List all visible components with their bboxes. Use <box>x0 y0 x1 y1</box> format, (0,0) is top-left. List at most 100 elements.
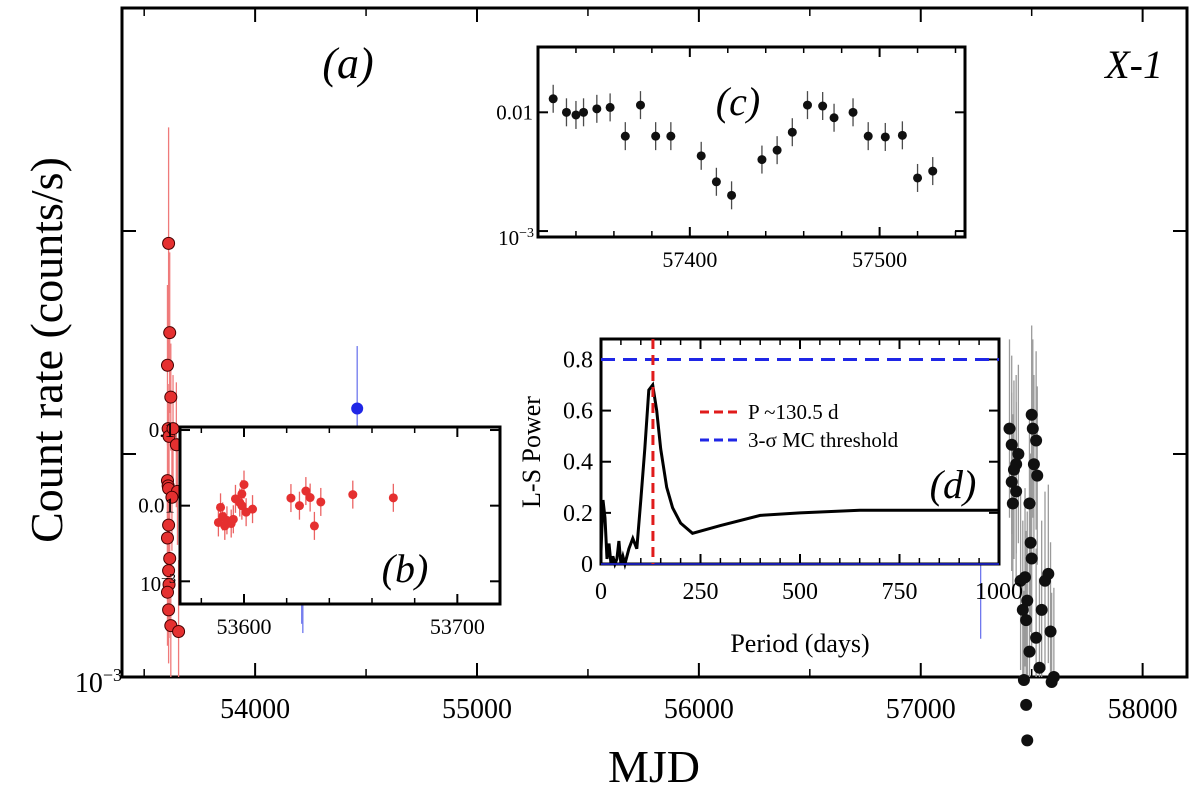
black-point <box>1023 645 1036 658</box>
main-xtick-label: 58000 <box>1108 694 1178 725</box>
inset-c-point <box>635 100 645 110</box>
main-xtick-label: 57000 <box>886 694 956 725</box>
inset-b-point <box>348 490 358 500</box>
panel-label-a: (a) <box>322 39 373 88</box>
black-point <box>1030 434 1043 447</box>
inset-c-point <box>579 107 589 117</box>
black-point <box>1007 463 1020 476</box>
inset-b-ytick-exp: 10−3 <box>140 572 176 596</box>
legend-label-period: P ~130.5 d <box>748 400 839 424</box>
main-plot-frame <box>120 6 1189 679</box>
inset-c-point <box>620 131 630 141</box>
black-point <box>1020 614 1033 627</box>
ls-power-curve <box>599 381 999 570</box>
inset-c-point <box>818 101 828 111</box>
red-point <box>162 603 176 617</box>
black-point <box>1016 603 1029 616</box>
inset-c-xtick-label: 57500 <box>852 247 907 272</box>
inset-c-point <box>802 100 812 110</box>
black-point <box>1017 673 1030 686</box>
black-point <box>1044 625 1057 638</box>
inset-c-point <box>592 104 602 114</box>
inset-c-point <box>548 94 558 104</box>
inset-c-point <box>772 145 782 155</box>
inset-d-xlabel: Period (days) <box>730 629 869 658</box>
inset-c-point <box>561 107 571 117</box>
red-point <box>172 624 186 638</box>
red-point <box>163 551 177 565</box>
black-point <box>1025 552 1038 565</box>
inset-b-point <box>305 493 315 503</box>
inset-b-points <box>213 470 398 540</box>
inset-c-point <box>880 132 890 142</box>
inset-b-point <box>309 521 319 531</box>
panel-label-b: (b) <box>382 546 429 591</box>
inset-d-xtick-label: 750 <box>882 579 918 605</box>
x-axis-label: MJD <box>608 741 700 792</box>
black-point <box>1023 497 1036 510</box>
red-point <box>163 326 177 340</box>
black-point <box>1025 408 1038 421</box>
red-point <box>162 564 176 578</box>
inset-c-point <box>897 130 907 140</box>
inset-b-point <box>216 502 226 512</box>
legend-label-threshold: 3-σ MC threshold <box>748 428 899 452</box>
inset-d-ticks: 0 250 500 750 1000 0 0.2 0.4 0.6 0.8 <box>563 339 1023 605</box>
inset-d-xtick-label: 0 <box>595 579 607 605</box>
inset-b: 53600 53700 0.1 0.01 10−3 (b) <box>138 418 502 639</box>
red-point <box>165 490 179 504</box>
inset-c-ticks: 57400 57500 0.01 <box>496 47 965 272</box>
black-point <box>1021 594 1034 607</box>
inset-d-ylabel: L-S Power <box>517 396 546 508</box>
inset-d-xtick-label: 250 <box>683 579 719 605</box>
inset-c: 57400 57500 0.01 10−3 (c) <box>496 45 967 272</box>
inset-b-ticks: 53600 53700 0.1 0.01 <box>138 418 500 639</box>
black-point <box>1020 698 1033 711</box>
source-label-x1: X-1 <box>1103 42 1163 87</box>
inset-c-point <box>787 127 797 137</box>
panel-label-c: (c) <box>716 79 760 124</box>
main-xtick-label: 54000 <box>220 694 290 725</box>
red-point <box>162 518 176 532</box>
black-point <box>1024 536 1037 549</box>
inset-b-point <box>237 501 247 511</box>
inset-c-point <box>727 190 737 200</box>
blue-point <box>351 402 364 415</box>
black-point <box>1005 475 1018 488</box>
inset-d-ytick-label: 0.2 <box>563 501 593 527</box>
black-point <box>1027 458 1040 471</box>
inset-b-point <box>248 504 258 514</box>
black-point <box>1010 485 1023 498</box>
inset-d-ytick-label: 0.6 <box>563 399 593 425</box>
inset-c-point <box>863 131 873 141</box>
inset-c-point <box>711 177 721 187</box>
inset-b-frame <box>178 425 502 606</box>
inset-c-point <box>848 107 858 117</box>
inset-b-xtick-label: 53600 <box>217 614 272 639</box>
inset-c-point <box>605 102 615 112</box>
black-point <box>1003 422 1016 435</box>
inset-b-point <box>388 493 398 503</box>
black-point <box>1012 448 1025 460</box>
inset-c-point <box>829 113 839 123</box>
inset-b-xtick-label: 53700 <box>430 614 485 639</box>
inset-b-point <box>228 514 238 524</box>
inset-c-frame <box>536 45 967 239</box>
main-xtick-label: 56000 <box>664 694 734 725</box>
inset-d-ytick-label: 0.4 <box>563 450 593 476</box>
inset-b-point <box>316 497 326 507</box>
inset-c-ytick-exp: 10−3 <box>498 226 534 250</box>
black-point <box>1033 661 1046 674</box>
inset-b-point <box>286 493 296 503</box>
inset-b-ytick-label: 0.1 <box>149 418 175 442</box>
inset-d-xtick-label: 1000 <box>975 579 1023 605</box>
red-point <box>164 390 178 404</box>
red-point <box>160 358 174 372</box>
red-point <box>162 236 176 250</box>
red-point <box>160 585 174 599</box>
black-point <box>1030 631 1043 644</box>
black-point <box>1042 567 1055 580</box>
black-point <box>1021 734 1034 747</box>
inset-b-point <box>301 486 311 496</box>
